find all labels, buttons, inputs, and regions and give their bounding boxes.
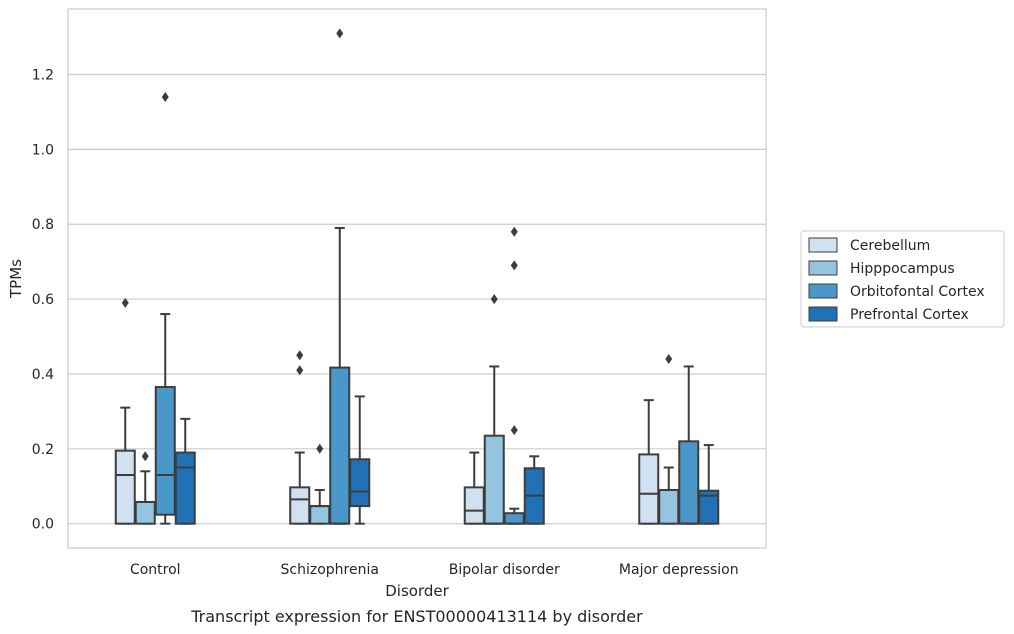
box-rect <box>329 366 351 525</box>
box-rect <box>463 486 485 525</box>
x-tick-label: Control <box>130 562 181 578</box>
y-tick-label: 0.2 <box>32 442 54 458</box>
y-tick-label: 1.2 <box>32 68 54 84</box>
legend-item: Prefrontal Cortex <box>808 306 969 323</box>
box <box>154 91 176 525</box>
outlier-point <box>510 425 518 436</box>
legend-item: Hipppocampus <box>808 260 955 277</box>
box <box>174 417 196 525</box>
x-tick-label: Bipolar disorder <box>449 562 560 578</box>
plot-area-frame <box>67 8 767 549</box>
series-orbitofontal-cortex <box>154 28 700 525</box>
box-rect <box>349 458 371 508</box>
box-rect <box>134 500 156 525</box>
chart-caption: Transcript expression for ENST0000041311… <box>190 607 643 626</box>
box <box>289 350 311 525</box>
box-rect <box>174 451 196 525</box>
box <box>329 28 351 525</box>
box <box>483 294 505 525</box>
box-rect <box>114 449 136 525</box>
y-tick-label: 0.6 <box>32 292 54 308</box>
y-tick-label: 1.0 <box>32 142 54 158</box>
box <box>134 451 156 525</box>
outlier-point <box>296 350 304 361</box>
outlier-point <box>510 226 518 237</box>
box-rect <box>698 489 720 525</box>
legend-swatch <box>808 283 838 299</box>
box <box>638 399 660 525</box>
outlier-point <box>336 28 344 39</box>
x-axis-label: Disorder <box>385 582 449 600</box>
legend-label: Prefrontal Cortex <box>850 307 969 323</box>
box <box>678 365 700 525</box>
box <box>114 297 136 525</box>
outlier-point <box>490 294 498 305</box>
box <box>463 451 485 525</box>
x-axis-ticks: Control Schizophrenia Bipolar disorder Majo… <box>130 562 739 578</box>
outlier-point <box>316 443 324 454</box>
y-tick-label: 0.8 <box>32 217 54 233</box>
x-tick-label: Major depression <box>619 562 739 578</box>
box-rect <box>483 434 505 525</box>
box <box>698 444 720 525</box>
box-rect <box>154 386 176 516</box>
y-axis-ticks: 0.0 0.2 0.4 0.6 0.8 1.0 1.2 <box>32 68 54 533</box>
legend-label: Cerebellum <box>850 238 930 254</box>
box-rect <box>309 505 331 525</box>
legend-item: Orbitofontal Cortex <box>808 283 985 300</box>
box <box>309 443 331 525</box>
y-tick-label: 0.4 <box>32 367 54 383</box>
y-axis-label: TPMs <box>7 259 25 299</box>
legend-frame <box>800 230 1005 328</box>
legend-item: Cerebellum <box>808 237 930 254</box>
legend-swatch <box>808 306 838 322</box>
legend-swatch <box>808 260 838 276</box>
box-rect <box>289 486 311 525</box>
series-hipppocampus <box>134 294 680 525</box>
outlier-point <box>665 353 673 364</box>
box-plot-series <box>114 28 720 525</box>
box <box>523 455 545 525</box>
box-rect <box>678 440 700 525</box>
legend-label: Hipppocampus <box>850 261 955 277</box>
box <box>658 353 680 525</box>
outlier-point <box>510 260 518 271</box>
series-prefrontal-cortex <box>174 395 720 525</box>
box-rect <box>658 488 680 525</box>
y-tick-label: 0.0 <box>32 517 54 533</box>
outlier-point <box>141 451 149 462</box>
box <box>349 395 371 525</box>
series-cerebellum <box>114 297 660 525</box>
outlier-point <box>161 91 169 102</box>
box-rect <box>638 453 660 525</box>
box-rect <box>503 512 525 525</box>
legend-swatch <box>808 237 838 253</box>
legend-label: Orbitofontal Cortex <box>850 284 985 300</box>
outlier-point <box>121 297 129 308</box>
legend: Cerebellum Hipppocampus Orbitofontal Corte… <box>800 230 1005 328</box>
outlier-point <box>296 365 304 376</box>
x-tick-label: Schizophrenia <box>281 562 379 578</box>
box <box>503 226 525 525</box>
